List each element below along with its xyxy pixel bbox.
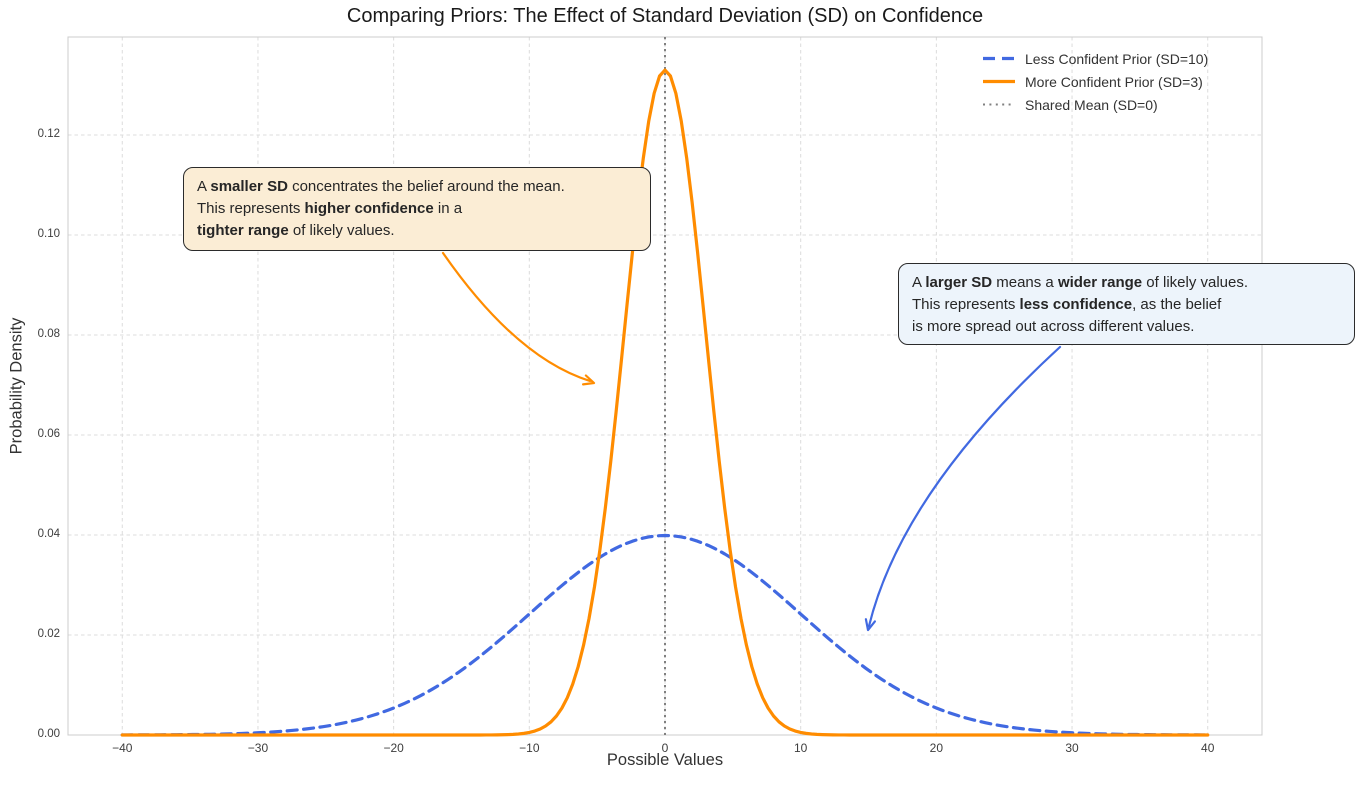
- legend-item: Shared Mean (SD=0): [982, 93, 1208, 116]
- annotation-arrows: [441, 251, 1062, 632]
- y-tick-label: 0.06: [37, 428, 60, 440]
- legend-sample-line: [983, 79, 1015, 84]
- annotation-arrow-smaller-sd: [441, 251, 592, 383]
- annotation-arrow-larger-sd: [867, 345, 1062, 628]
- annotation-smaller-sd: A smaller SD concentrates the belief aro…: [183, 167, 651, 251]
- x-tick-label: −40: [112, 741, 133, 755]
- legend-item-label: Less Confident Prior (SD=10): [1025, 50, 1209, 67]
- annotation-text-line: is more spread out across different valu…: [912, 318, 1195, 335]
- gridlines: [68, 37, 1262, 735]
- annotation-larger-sd: A larger SD means a wider range of likel…: [898, 263, 1355, 345]
- legend-item-label: Shared Mean (SD=0): [1025, 96, 1158, 113]
- y-axis-label: Probability Density: [7, 317, 26, 455]
- chart-title: Comparing Priors: The Effect of Standard…: [346, 5, 984, 27]
- x-tick-label: 20: [929, 741, 944, 755]
- annotation-text-line: A larger SD means a wider range of likel…: [912, 274, 1249, 291]
- x-axis-label: Possible Values: [606, 751, 724, 769]
- y-tick-label: 0.12: [37, 128, 60, 140]
- series-line-1: [120, 68, 1210, 737]
- annotation-text-line: A smaller SD concentrates the belief aro…: [197, 178, 565, 195]
- legend: Less Confident Prior (SD=10) More Confide…: [982, 47, 1208, 116]
- annotation-arrowhead-smaller-sd-icon: [582, 374, 596, 386]
- annotation-text-line: This represents less confidence, as the …: [912, 296, 1222, 313]
- x-tick-label: 30: [1065, 741, 1079, 755]
- y-tick-label: 0.08: [37, 328, 60, 340]
- y-tick-label: 0.00: [37, 728, 60, 740]
- legend-sample-line: [983, 103, 1015, 106]
- legend-item: More Confident Prior (SD=3): [982, 70, 1208, 93]
- x-tick-label: −20: [383, 741, 404, 755]
- x-tick-label: 10: [793, 741, 808, 755]
- y-tick-label: 0.04: [37, 528, 60, 540]
- y-tick-label: 0.10: [37, 228, 60, 240]
- annotation-text-line: This represents higher confidence in a: [197, 200, 463, 217]
- legend-item-label: More Confident Prior (SD=3): [1025, 73, 1203, 90]
- annotation-arrowhead-larger-sd-icon: [864, 618, 876, 632]
- annotation-text-line: tighter range of likely values.: [197, 222, 395, 239]
- x-tick-label: −10: [519, 741, 540, 755]
- series-line-0: [120, 533, 1210, 737]
- x-tick-label: 40: [1201, 741, 1215, 755]
- legend-sample-line: [983, 56, 1015, 61]
- x-tick-label: 0: [661, 741, 669, 755]
- y-tick-label: 0.02: [37, 628, 60, 640]
- legend-item: Less Confident Prior (SD=10): [982, 47, 1208, 70]
- series-lines: [120, 37, 1210, 737]
- x-tick-label: −30: [247, 741, 269, 755]
